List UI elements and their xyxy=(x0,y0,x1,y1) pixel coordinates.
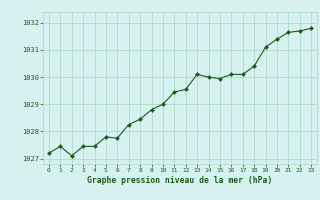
X-axis label: Graphe pression niveau de la mer (hPa): Graphe pression niveau de la mer (hPa) xyxy=(87,176,273,185)
